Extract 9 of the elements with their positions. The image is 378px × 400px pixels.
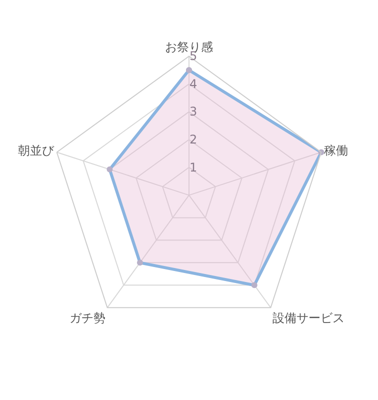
spoke-label: ガチ勢 xyxy=(70,311,106,326)
spoke-label: 設備サービス xyxy=(272,311,344,326)
spoke-label: 朝並び xyxy=(18,144,56,158)
spoke-label: 稼働 xyxy=(324,144,348,158)
y-tick-label: 4 xyxy=(190,76,198,91)
spoke-label: お祭り感 xyxy=(165,40,213,54)
y-tick-label: 2 xyxy=(190,132,198,146)
y-tick-label: 1 xyxy=(190,160,198,174)
y-tick-label: 3 xyxy=(190,104,198,119)
